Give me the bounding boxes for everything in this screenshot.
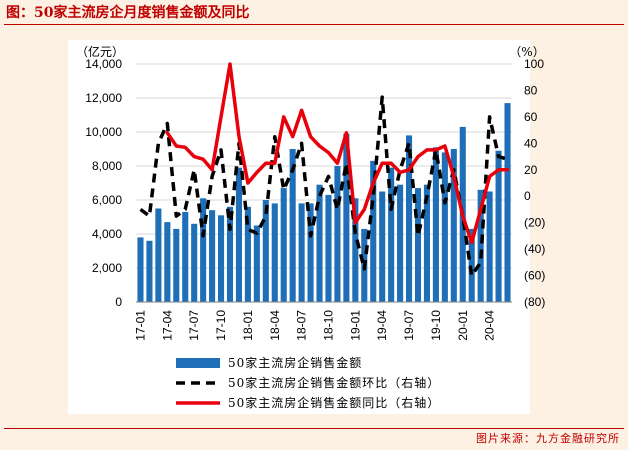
bar xyxy=(137,237,144,302)
axes: 0 2,000 4,000 6,000 8,000 10,000 12,000 14,000 (… xyxy=(85,57,545,341)
legend-label: 50家主流房企销售金额环比（右轴） xyxy=(228,375,440,390)
bar xyxy=(164,222,171,302)
bar xyxy=(352,198,359,302)
bar xyxy=(450,149,457,302)
bar xyxy=(325,194,332,302)
bar xyxy=(218,215,225,302)
title-rule xyxy=(4,24,624,25)
x-tick-label: 18-10 xyxy=(321,310,335,341)
bar xyxy=(504,103,511,302)
source-note: 图片来源：九方金融研究所 xyxy=(476,432,620,445)
legend-label: 50家主流房企销售金额 xyxy=(228,355,362,370)
bar xyxy=(316,184,323,302)
left-tick-label: 6,000 xyxy=(92,193,122,207)
chart-title: 图：50家主流房企月度销售金额及同比 xyxy=(6,5,250,21)
x-tick-label: 19-07 xyxy=(402,310,416,341)
left-tick-label: 12,000 xyxy=(85,91,122,105)
bar xyxy=(486,191,493,302)
bar xyxy=(155,208,162,302)
bar xyxy=(298,203,305,302)
x-tick-label: 18-07 xyxy=(295,310,309,341)
left-tick-label: 4,000 xyxy=(92,227,122,241)
bar xyxy=(477,189,484,302)
bar xyxy=(334,166,341,302)
bar xyxy=(388,167,395,302)
bar xyxy=(173,228,180,302)
line-series xyxy=(139,62,510,278)
right-tick-label: (60) xyxy=(524,269,545,283)
right-tick-label: 40 xyxy=(524,136,538,150)
right-tick-label: 60 xyxy=(524,110,538,124)
x-tick-label: 20-01 xyxy=(456,310,470,341)
x-tick-label: 17-01 xyxy=(133,310,147,341)
bar xyxy=(280,188,287,302)
x-tick-label: 19-04 xyxy=(375,310,389,341)
footer-rule xyxy=(4,428,624,429)
right-tick-label: (20) xyxy=(524,216,545,230)
x-tick-label: 18-01 xyxy=(241,310,255,341)
legend-swatch xyxy=(176,358,220,368)
right-tick-label: 80 xyxy=(524,83,538,97)
bar xyxy=(441,152,448,302)
bar xyxy=(495,150,502,302)
right-tick-label: (40) xyxy=(524,242,545,256)
bar xyxy=(432,147,439,302)
right-axis-unit: （%） xyxy=(509,45,544,59)
right-tick-label: 20 xyxy=(524,163,538,177)
x-tick-label: 17-10 xyxy=(214,310,228,341)
x-tick-label: 18-04 xyxy=(268,310,282,341)
bar xyxy=(397,184,404,302)
x-tick-label: 19-10 xyxy=(429,310,443,341)
left-tick-label: 2,000 xyxy=(92,261,122,275)
left-tick-label: 10,000 xyxy=(85,125,122,139)
bar xyxy=(406,135,413,302)
left-tick-label: 0 xyxy=(115,295,122,309)
bar xyxy=(289,149,296,302)
bar xyxy=(209,210,216,302)
bar xyxy=(235,167,242,302)
bar xyxy=(262,200,269,302)
x-tick-label: 20-04 xyxy=(483,310,497,341)
legend: 50家主流房企销售金额 50家主流房企销售金额环比（右轴） 50家主流房企销售金额同… xyxy=(176,355,440,410)
bar xyxy=(370,160,377,302)
left-tick-label: 8,000 xyxy=(92,159,122,173)
legend-label: 50家主流房企销售金额同比（右轴） xyxy=(228,395,440,410)
left-tick-label: 14,000 xyxy=(85,57,122,71)
bar xyxy=(423,184,430,302)
x-tick-label: 19-01 xyxy=(348,310,362,341)
right-tick-label: (80) xyxy=(524,295,545,309)
bar xyxy=(146,240,153,302)
bar xyxy=(414,188,422,302)
bar xyxy=(343,133,350,302)
right-tick-label: 0 xyxy=(524,189,531,203)
bar xyxy=(271,203,278,302)
bar xyxy=(379,191,386,302)
bar xyxy=(244,206,251,302)
right-tick-label: 100 xyxy=(524,57,544,71)
bar xyxy=(182,211,189,302)
bar xyxy=(253,225,260,302)
bar xyxy=(191,223,198,302)
combo-chart: 0 2,000 4,000 6,000 8,000 10,000 12,000 14,000 (… xyxy=(68,40,545,414)
yoy-line xyxy=(165,62,510,245)
bar xyxy=(307,203,314,302)
bar xyxy=(226,206,234,302)
x-tick-label: 17-07 xyxy=(187,310,201,341)
left-axis-unit: （亿元） xyxy=(76,44,124,59)
mom-line xyxy=(139,95,508,278)
bar xyxy=(200,198,207,302)
x-tick-label: 17-04 xyxy=(160,310,174,341)
